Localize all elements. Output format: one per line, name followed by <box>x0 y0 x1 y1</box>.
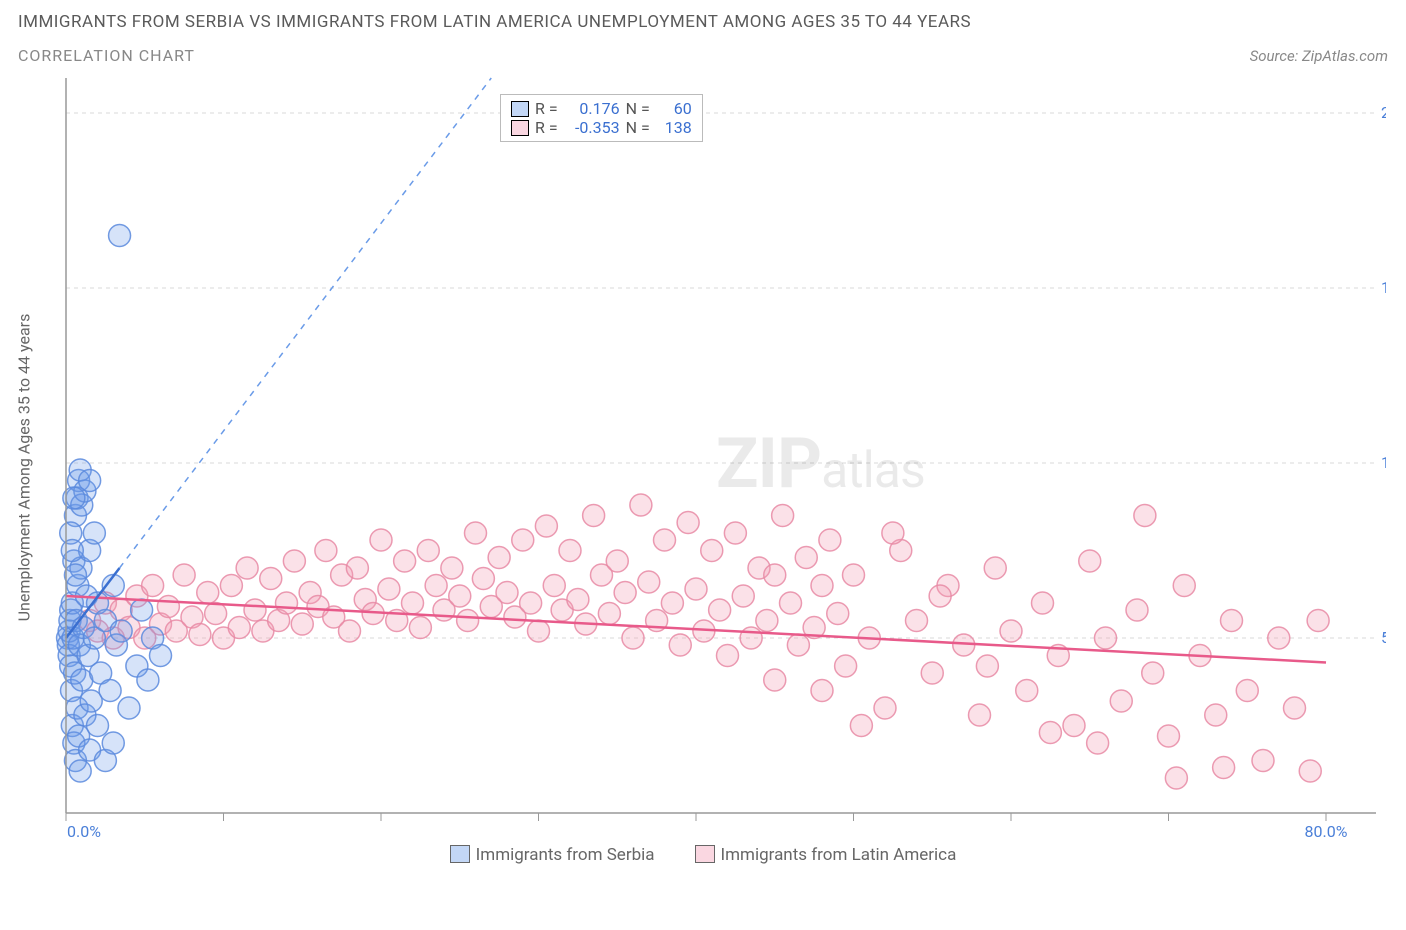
legend-item: Immigrants from Latin America <box>695 845 957 865</box>
svg-text:10.0%: 10.0% <box>1381 453 1386 472</box>
legend-item: Immigrants from Serbia <box>450 845 655 865</box>
chart-container: Unemployment Among Ages 35 to 44 years 5… <box>46 73 1388 843</box>
correlation-scatter-chart: 5.0% 10.0% 15.0% 20.0% 0.0% 80.0% <box>46 73 1386 843</box>
r-label: R = <box>535 99 558 118</box>
source-attribution: Source: ZipAtlas.com <box>1250 47 1388 65</box>
svg-text:15.0%: 15.0% <box>1381 278 1386 297</box>
swatch-pink-icon <box>511 120 529 136</box>
chart-title: IMMIGRANTS FROM SERBIA VS IMMIGRANTS FRO… <box>18 12 1388 32</box>
stats-row: R = -0.353 N = 138 <box>511 118 692 137</box>
svg-text:0.0%: 0.0% <box>67 822 101 841</box>
stats-row: R = 0.176 N = 60 <box>511 99 692 118</box>
n-value: 138 <box>656 118 692 137</box>
legend-label: Immigrants from Latin America <box>721 845 957 865</box>
svg-text:5.0%: 5.0% <box>1381 628 1386 647</box>
r-value: -0.353 <box>564 118 620 137</box>
swatch-pink-icon <box>695 845 715 863</box>
n-label: N = <box>626 118 650 137</box>
legend-label: Immigrants from Serbia <box>476 845 655 865</box>
chart-subtitle: CORRELATION CHART <box>18 46 195 65</box>
n-value: 60 <box>656 99 692 118</box>
swatch-blue-icon <box>511 101 529 117</box>
subtitle-row: CORRELATION CHART Source: ZipAtlas.com <box>18 46 1388 65</box>
svg-text:80.0%: 80.0% <box>1305 822 1348 841</box>
r-value: 0.176 <box>564 99 620 118</box>
legend-bottom: Immigrants from Serbia Immigrants from La… <box>18 845 1388 865</box>
n-label: N = <box>626 99 650 118</box>
r-label: R = <box>535 118 558 137</box>
correlation-stats-box: R = 0.176 N = 60 R = -0.353 N = 138 <box>500 94 703 142</box>
y-axis-label: Unemployment Among Ages 35 to 44 years <box>15 314 34 622</box>
svg-text:20.0%: 20.0% <box>1381 103 1386 122</box>
swatch-blue-icon <box>450 845 470 863</box>
